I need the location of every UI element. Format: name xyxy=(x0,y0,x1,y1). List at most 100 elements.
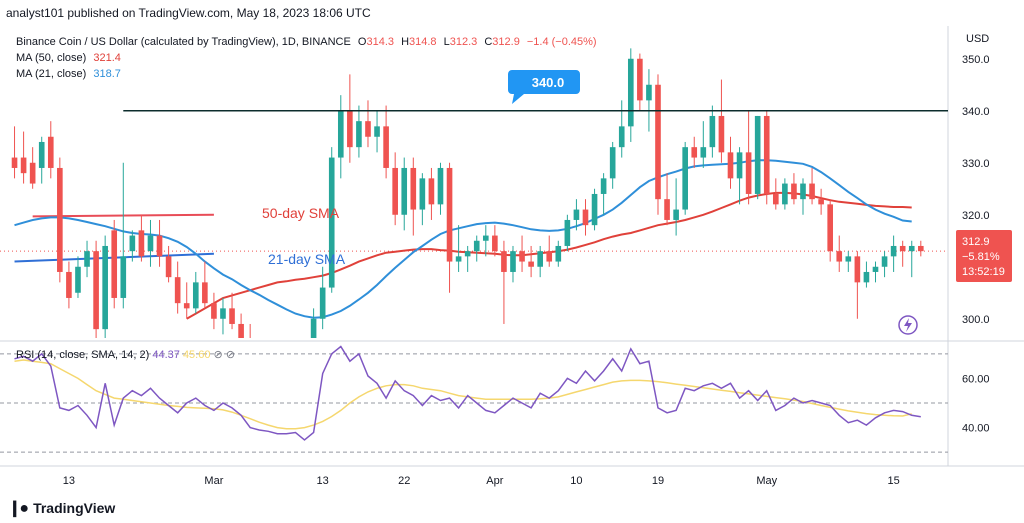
candle xyxy=(727,136,734,189)
candle xyxy=(455,225,462,272)
candle-body xyxy=(120,256,127,298)
candle xyxy=(229,292,235,330)
candle xyxy=(356,105,362,158)
time-tick-label: 10 xyxy=(570,475,582,487)
sma21-annotation: 21-day SMA xyxy=(268,251,346,267)
rsi-label: RSI (14, close, SMA, 14, 2) xyxy=(16,349,150,361)
rsi-pane xyxy=(0,345,948,453)
ma50-row: MA (50, close) 321.4 xyxy=(16,50,597,66)
candle-body xyxy=(809,183,815,200)
candle-body xyxy=(147,235,154,252)
candle-body xyxy=(428,178,435,205)
candle xyxy=(183,282,190,319)
candle xyxy=(492,225,498,257)
candle xyxy=(582,199,589,236)
candle-body xyxy=(20,157,27,174)
time-tick-label: 15 xyxy=(887,475,899,487)
candle xyxy=(138,214,145,262)
candle-body xyxy=(682,147,688,210)
close-label: C xyxy=(484,36,493,48)
candle-body xyxy=(782,183,788,205)
candle xyxy=(664,173,670,226)
time-tick-label: 19 xyxy=(652,475,664,487)
close-value: 312.9 xyxy=(492,36,520,48)
candle xyxy=(609,141,616,189)
candle-body xyxy=(772,193,779,205)
candle-body xyxy=(664,199,670,220)
candle-body xyxy=(229,308,235,324)
visibility-icon[interactable]: ⊘ xyxy=(213,349,223,361)
candle-body xyxy=(11,157,18,168)
candle-body xyxy=(673,209,679,220)
candle xyxy=(546,235,553,267)
candle xyxy=(673,178,679,236)
candle-body xyxy=(473,240,480,252)
alert-icon[interactable] xyxy=(898,315,918,335)
candle-body xyxy=(455,256,462,262)
candle-body xyxy=(310,318,317,338)
candle-body xyxy=(791,183,797,200)
candle xyxy=(347,74,353,163)
rsi-legend: RSI (14, close, SMA, 14, 2) 44.37 45.60 … xyxy=(16,348,235,361)
candle xyxy=(11,126,18,179)
candle-body xyxy=(700,147,707,158)
candle-body xyxy=(754,115,761,194)
candle-body xyxy=(202,282,208,304)
candle xyxy=(29,147,36,189)
candle xyxy=(374,110,380,153)
candle xyxy=(564,214,571,252)
candle-body xyxy=(881,256,888,267)
time-axis: 13 Mar 13 22 Apr 10 19 May 15 xyxy=(0,465,1024,487)
candle xyxy=(337,95,344,179)
candle-body xyxy=(365,121,371,137)
candle xyxy=(863,261,870,288)
candle-body xyxy=(66,271,72,298)
candle xyxy=(872,261,879,283)
candle xyxy=(47,121,54,179)
candle-body xyxy=(29,162,36,184)
time-tick-label: May xyxy=(756,475,777,487)
candle xyxy=(174,261,181,314)
candle-body xyxy=(347,110,353,148)
candle-body xyxy=(609,147,616,179)
candle xyxy=(818,188,824,215)
ma50-value: 321.4 xyxy=(93,52,121,64)
candle-body xyxy=(482,235,489,241)
brand-name: TradingView xyxy=(33,500,116,516)
candle-body xyxy=(38,141,45,168)
candle xyxy=(211,292,217,330)
price-tick-label: 330.0 xyxy=(962,158,990,170)
rsi-value: 44.37 xyxy=(152,349,180,361)
candle xyxy=(754,115,761,200)
candle-body xyxy=(600,178,607,194)
candle-body xyxy=(492,235,498,252)
candle-body xyxy=(446,167,453,262)
chart-canvas: 50-day SMA 21-day SMA 340.0 USD300.0310.… xyxy=(0,26,1024,493)
candle xyxy=(202,261,208,309)
candle xyxy=(682,141,688,215)
candle-body xyxy=(84,251,90,267)
candle-body xyxy=(383,126,389,168)
candle-body xyxy=(827,204,833,252)
price-axis-currency: USD xyxy=(966,33,989,45)
publisher-header: analyst101 published on TradingView.com,… xyxy=(6,6,371,20)
candle xyxy=(328,147,335,293)
candle xyxy=(836,235,843,272)
candle-body xyxy=(845,256,852,262)
candle xyxy=(655,74,661,215)
candle-body xyxy=(546,251,553,262)
candle xyxy=(310,308,317,338)
candle-body xyxy=(718,115,725,153)
candle xyxy=(718,79,725,163)
candle-body xyxy=(419,178,426,210)
candle-body xyxy=(437,167,444,205)
candle-body xyxy=(374,126,380,137)
candle-body xyxy=(328,157,335,288)
candle xyxy=(220,297,226,335)
open-label: O xyxy=(357,36,367,48)
visibility-icon-2[interactable]: ⊘ xyxy=(225,349,236,361)
candle xyxy=(473,235,480,262)
candle-body xyxy=(573,209,580,220)
candle-body xyxy=(129,235,136,252)
